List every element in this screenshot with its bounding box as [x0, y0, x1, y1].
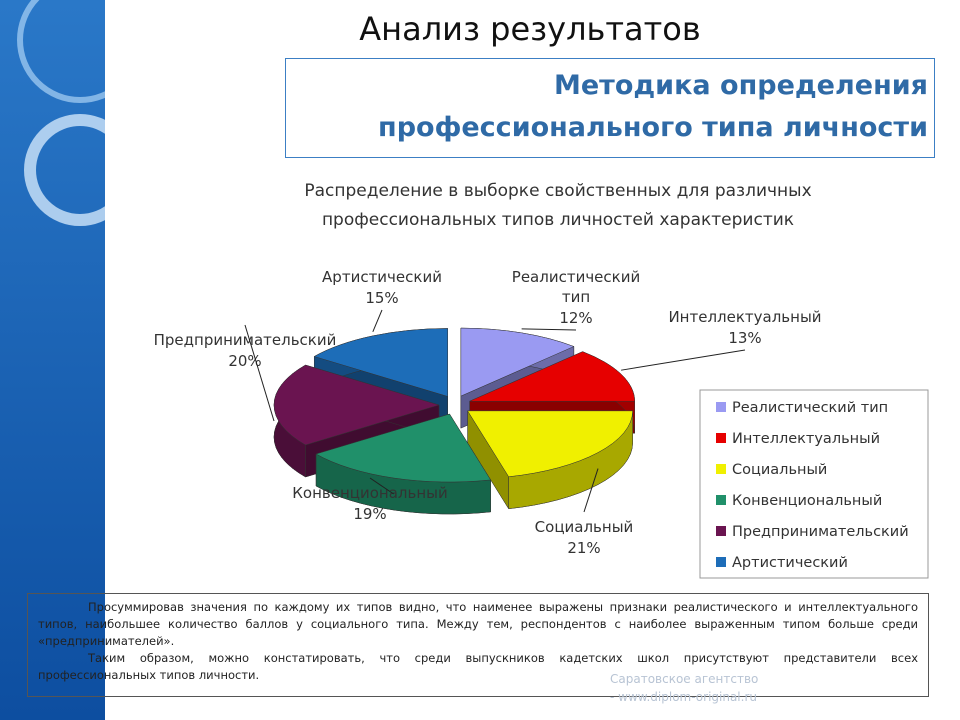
legend-label: Конвенциональный	[732, 493, 882, 509]
data-label-name: Реалистический	[512, 268, 640, 286]
watermark-line: - www.diplom-original.ru	[610, 690, 757, 704]
data-label-value: 20%	[228, 352, 261, 370]
legend-label: Предпринимательский	[732, 524, 909, 540]
data-label: Предпринимательский 20%	[154, 331, 337, 370]
leader-line	[369, 477, 394, 495]
legend-label: Интеллектуальный	[732, 431, 880, 447]
leader-line	[521, 328, 577, 331]
slice	[313, 328, 448, 397]
data-label: Конвенциональный 19%	[292, 484, 447, 523]
leader-line	[244, 324, 275, 422]
slice	[469, 351, 635, 402]
data-label-name: Конвенциональный	[292, 484, 447, 502]
data-label: Интеллектуальный 13%	[668, 308, 821, 347]
data-label-value: 13%	[728, 329, 761, 347]
paragraph: Таким образом, можно констатировать, что…	[38, 651, 918, 682]
watermark-line: Саратовское агентство	[610, 672, 759, 686]
slice	[273, 364, 440, 446]
data-label-name: тип	[562, 288, 590, 306]
data-label-value: 15%	[365, 289, 398, 307]
legend-label: Реалистический тип	[732, 400, 888, 416]
legend-swatch	[716, 495, 726, 505]
legend-label: Социальный	[732, 462, 827, 478]
slice	[315, 413, 492, 483]
data-label: Социальный 21%	[535, 518, 634, 557]
header-line: Методика определения	[553, 70, 928, 101]
data-label-name: Артистический	[322, 268, 442, 286]
watermark: Саратовское агентство - www.diplom-origi…	[610, 670, 758, 706]
legend-swatch	[716, 402, 726, 412]
header-box: Методика определения профессионального т…	[285, 58, 935, 158]
data-label-name: Социальный	[535, 518, 634, 536]
legend-swatch	[716, 526, 726, 536]
data-label-name: Предпринимательский	[154, 331, 337, 349]
leader-line	[583, 468, 599, 513]
slice	[460, 327, 575, 397]
chart-title: профессиональных типов личностей характе…	[322, 210, 794, 230]
legend-swatch	[716, 433, 726, 443]
data-label-name: Интеллектуальный	[668, 308, 821, 326]
leader-line	[372, 309, 383, 333]
legend-label: Артистический	[732, 555, 848, 571]
leader-line	[621, 349, 746, 371]
slide-title: Анализ результатов	[359, 10, 701, 48]
data-label-value: 19%	[353, 505, 386, 523]
slice	[467, 410, 633, 478]
legend-swatch	[716, 557, 726, 567]
chart-title: Распределение в выборке свойственных для…	[304, 181, 811, 201]
data-label-value: 21%	[567, 539, 600, 557]
legend-swatch	[716, 464, 726, 474]
header-line: профессионального типа личности	[378, 112, 928, 143]
paragraph: Просуммировав значения по каждому их тип…	[38, 600, 918, 648]
data-label-value: 12%	[559, 309, 592, 327]
data-label: Реалистический тип 12%	[512, 268, 640, 327]
data-label: Артистический 15%	[322, 268, 442, 307]
text-box: Просуммировав значения по каждому их тип…	[27, 593, 929, 697]
legend-box	[699, 389, 929, 579]
